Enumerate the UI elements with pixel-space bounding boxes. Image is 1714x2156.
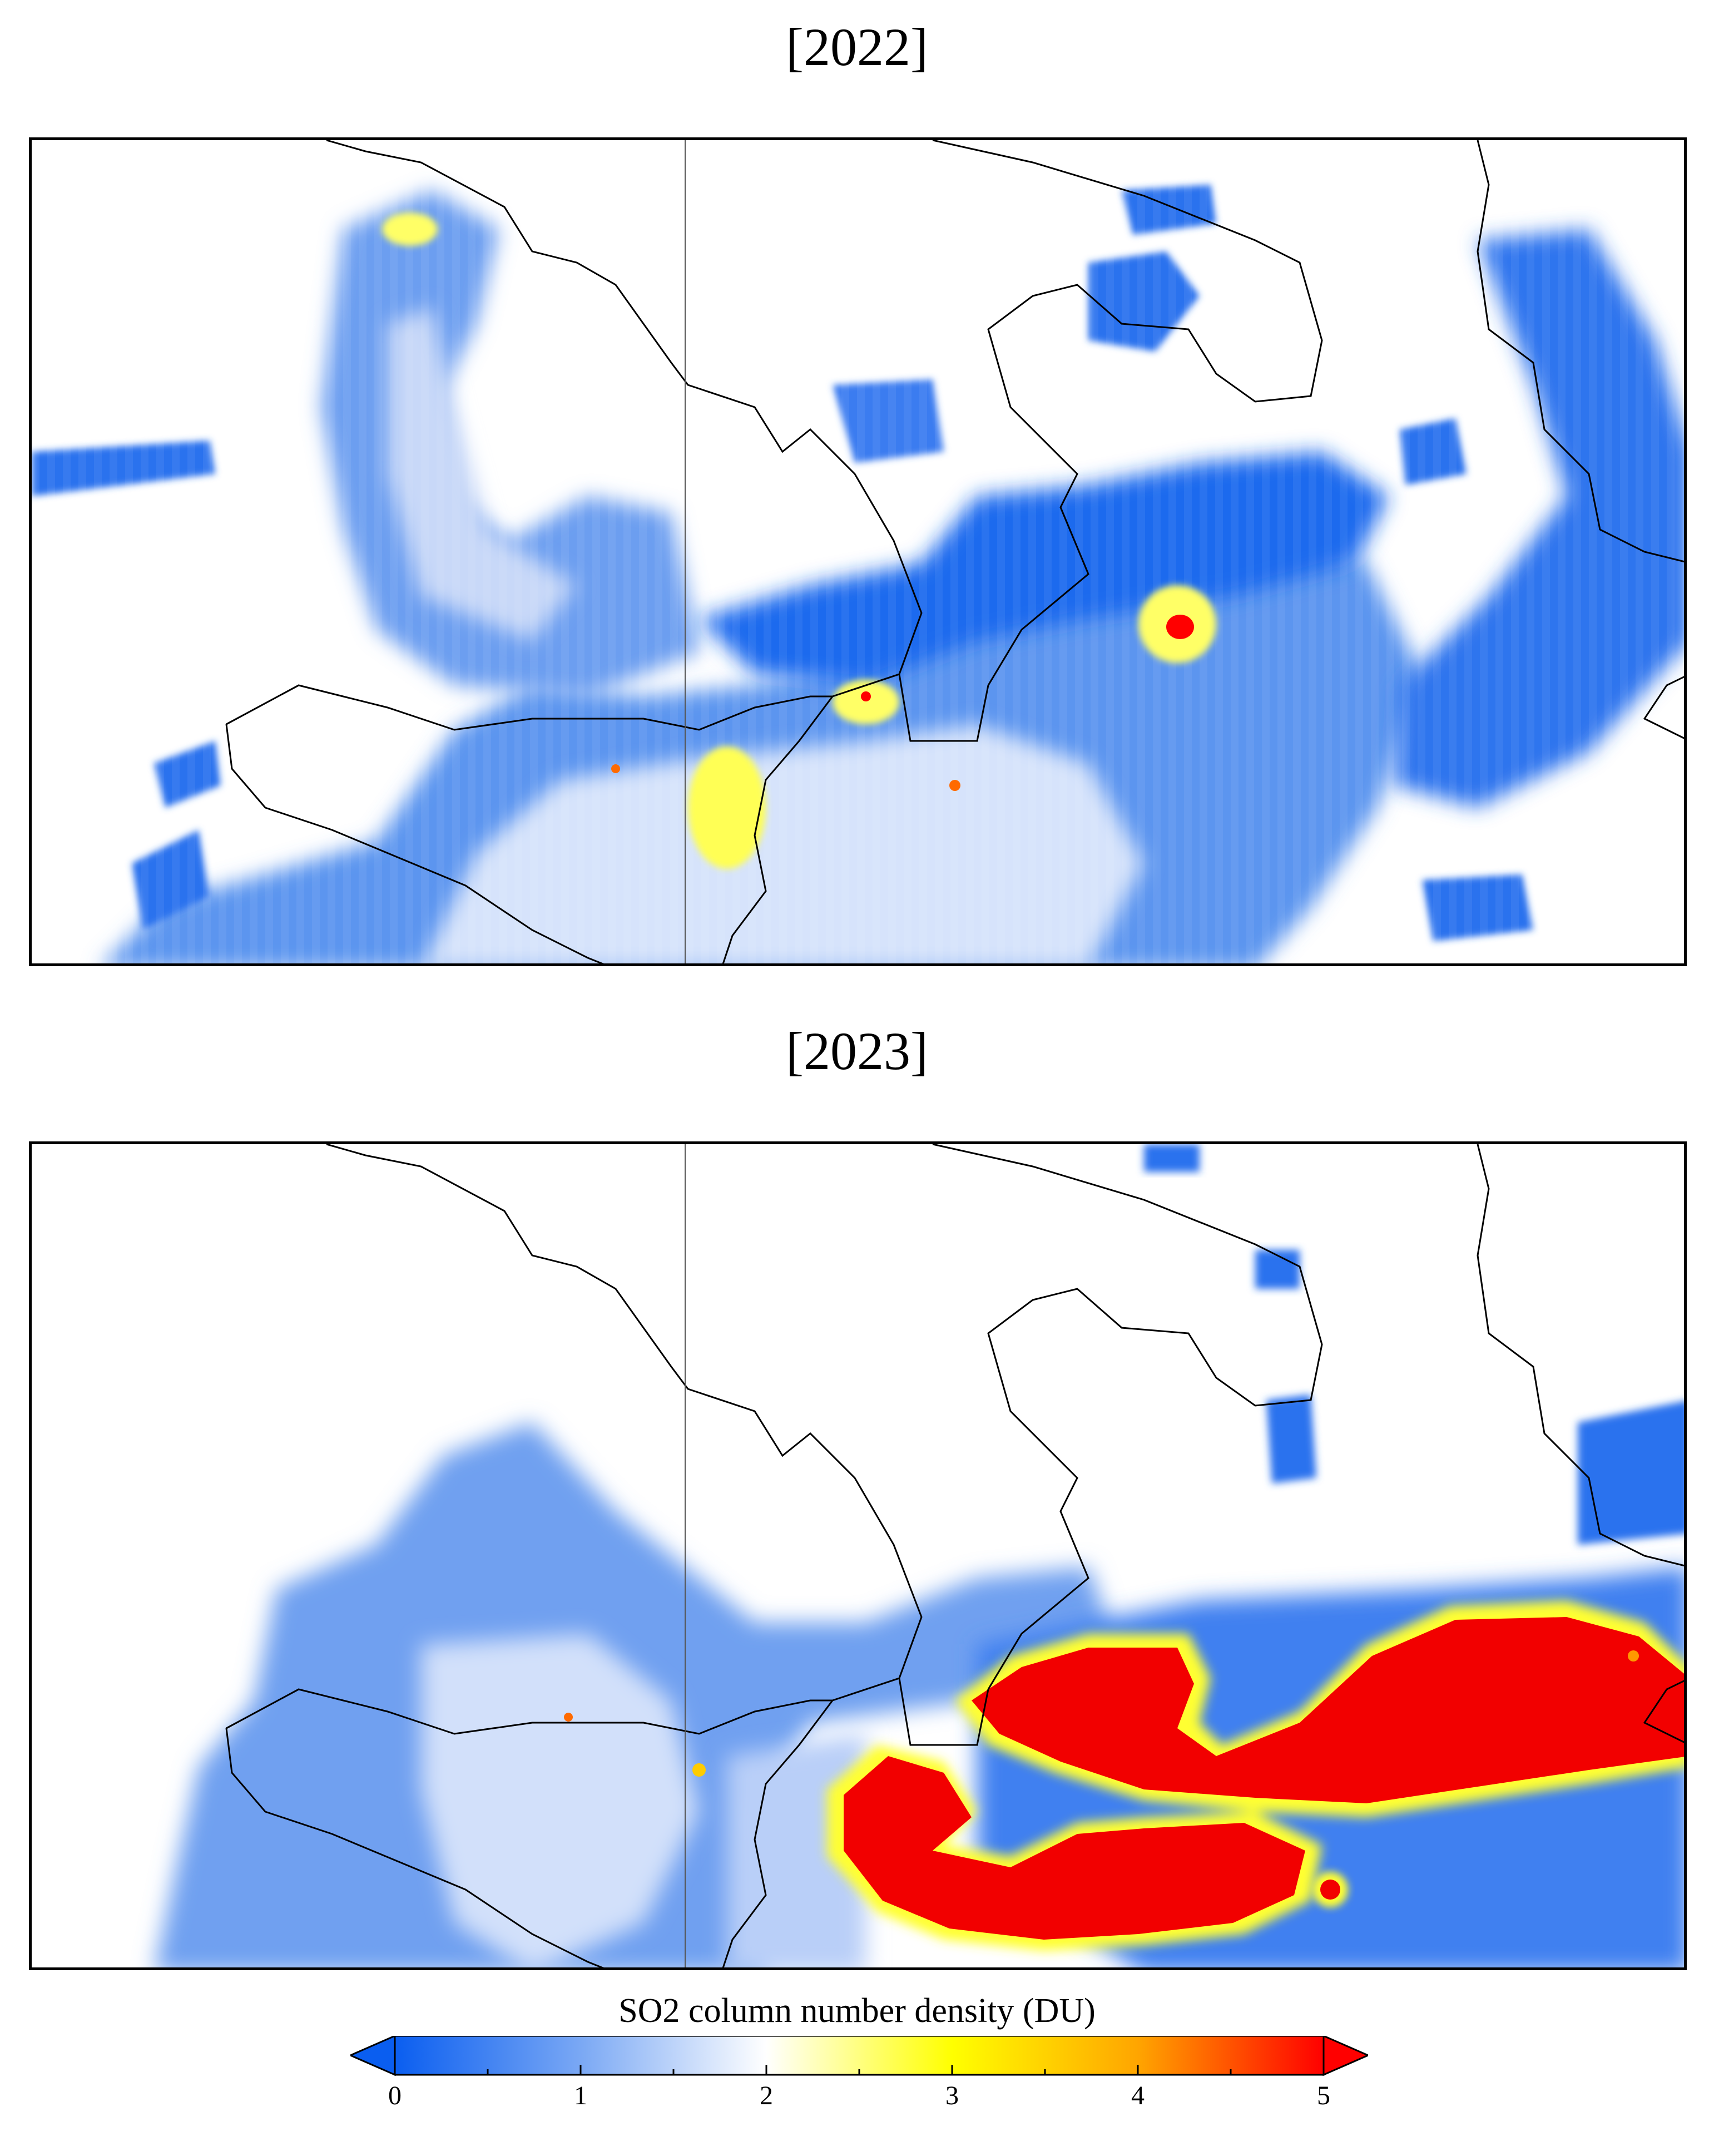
map-panel-2022 xyxy=(29,137,1687,966)
coastlines-2023 xyxy=(225,1144,1684,1967)
map-panel-2023 xyxy=(29,1141,1687,1970)
colorbar-extend-max xyxy=(1322,2034,1370,2076)
colorbar-gradient xyxy=(394,2035,1325,2076)
colorbar xyxy=(348,2034,1370,2147)
map-2023-svg xyxy=(155,1144,1684,1967)
colorbar-tick-label: 2 xyxy=(760,2081,773,2110)
colorbar-svg xyxy=(348,2034,1370,2076)
panel-title-2022: [2022] xyxy=(786,17,928,77)
colorbar-extend-min xyxy=(348,2034,396,2076)
colorbar-tick-label: 1 xyxy=(574,2081,587,2110)
so2-field-2022 xyxy=(32,140,1684,963)
colorbar-tick-label: 5 xyxy=(1317,2081,1330,2110)
panel-title-2023: [2023] xyxy=(786,1021,928,1081)
colorbar-tick-label: 4 xyxy=(1131,2081,1145,2110)
colorbar-tick-label: 0 xyxy=(388,2081,402,2110)
colorbar-tick-label: 3 xyxy=(945,2081,959,2110)
map-2022-svg xyxy=(32,140,1684,963)
coastlines-2022 xyxy=(225,140,1684,963)
so2-field-2023 xyxy=(155,1144,1684,1967)
colorbar-label: SO2 column number density (DU) xyxy=(618,1992,1096,2030)
